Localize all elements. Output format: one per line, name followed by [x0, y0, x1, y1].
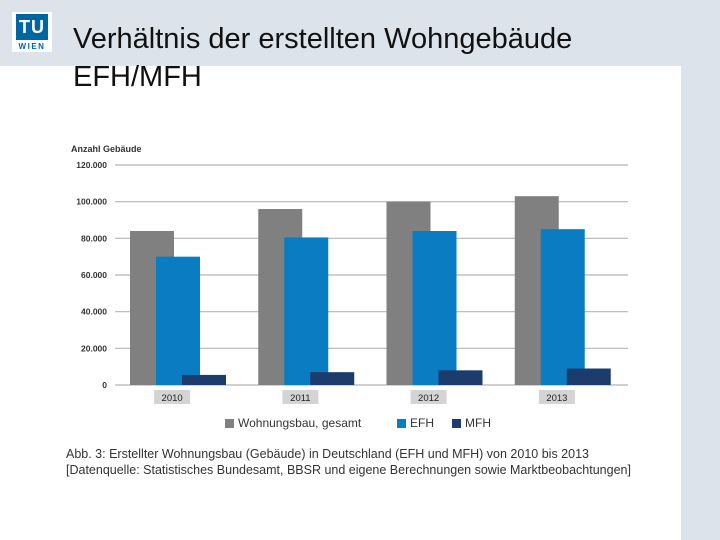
x-label-background: [410, 390, 447, 404]
y-tick-label: 20.000: [81, 343, 107, 353]
figure-caption: Abb. 3: Erstellter Wohnungsbau (Gebäude)…: [66, 446, 676, 478]
bar-mfh: [566, 368, 611, 385]
caption-line-2: [Datenquelle: Statistisches Bundesamt, B…: [66, 463, 631, 477]
legend-label: MFH: [465, 416, 491, 430]
bar-mfh: [310, 372, 355, 385]
x-label-background: [154, 390, 191, 404]
x-tick-label: 2010: [162, 393, 183, 404]
header-band: [0, 0, 720, 66]
legend-swatch: [397, 419, 406, 428]
title-line-1: Verhältnis der erstellten Wohngebäude: [73, 23, 573, 55]
y-tick-label: 80.000: [81, 233, 107, 243]
x-label-background: [282, 390, 319, 404]
legend-swatch: [225, 419, 234, 428]
logo-wien-text: WIEN: [18, 41, 46, 51]
bar-chart: Anzahl Gebäude 0 20.000 40.000 60.000 80.000 1…: [71, 144, 628, 430]
bar-efh: [412, 231, 457, 385]
legend-swatch: [452, 419, 461, 428]
logo-tu-mark: TU: [16, 14, 48, 40]
bar-efh: [540, 229, 585, 385]
bar-efh: [284, 237, 329, 385]
y-tick-label: 40.000: [81, 307, 107, 317]
page-title: Verhältnis der erstellten Wohngebäude EF…: [73, 20, 673, 96]
y-tick-label: 100.000: [76, 197, 107, 207]
legend-label: Wohnungsbau, gesamt: [238, 416, 362, 430]
y-tick-label: 0: [102, 380, 107, 390]
bar-mfh: [438, 370, 483, 385]
tu-wien-logo: TU WIEN: [12, 12, 52, 52]
y-tick-label: 60.000: [81, 270, 107, 280]
x-tick-label: 2012: [418, 393, 439, 404]
y-tick-label: 120.000: [76, 160, 107, 170]
title-line-2: EFH/MFH: [73, 61, 202, 93]
x-label-background: [538, 390, 575, 404]
x-tick-label: 2013: [546, 393, 567, 404]
legend-label: EFH: [410, 416, 434, 430]
side-band: [681, 0, 720, 540]
caption-line-1: Abb. 3: Erstellter Wohnungsbau (Gebäude)…: [66, 447, 589, 461]
y-axis-title: Anzahl Gebäude: [71, 144, 142, 154]
bar-mfh: [182, 374, 226, 385]
bar-efh: [156, 256, 200, 385]
x-tick-label: 2011: [290, 393, 310, 404]
